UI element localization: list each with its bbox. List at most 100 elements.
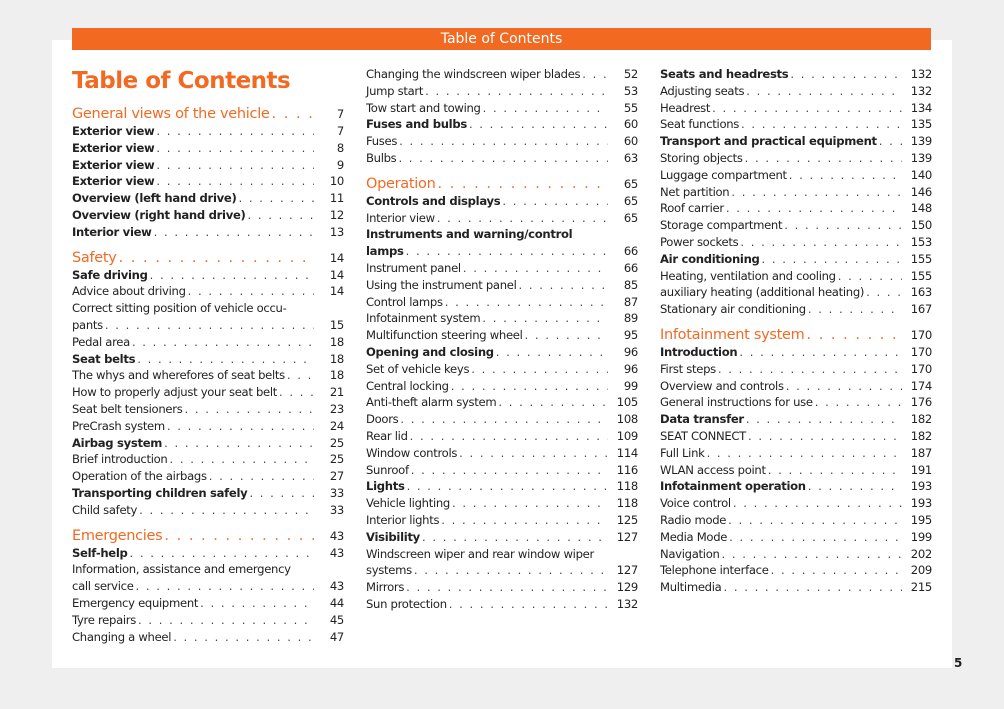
toc-entry[interactable]: Radio mode . . . . . . . . . . . . . . .… (660, 512, 932, 529)
toc-entry[interactable]: Telephone interface . . . . . . . . . . … (660, 562, 932, 579)
toc-entry[interactable]: First steps . . . . . . . . . . . . . . … (660, 361, 932, 378)
toc-section-heading[interactable]: Infotainment system . . . . . . . . . . … (660, 326, 932, 344)
toc-entry[interactable]: Window controls . . . . . . . . . . . . … (366, 445, 638, 462)
toc-entry[interactable]: Airbag system . . . . . . . . . . . . . … (72, 435, 344, 452)
toc-entry[interactable]: Child safety . . . . . . . . . . . . . .… (72, 502, 344, 519)
toc-entry[interactable]: Mirrors . . . . . . . . . . . . . . . . … (366, 579, 638, 596)
toc-entry[interactable]: Correct sitting position of vehicle occu… (72, 300, 344, 317)
toc-entry[interactable]: Exterior view . . . . . . . . . . . . . … (72, 173, 344, 190)
toc-entry[interactable]: Transport and practical equipment . . . … (660, 133, 932, 150)
toc-entry[interactable]: Exterior view . . . . . . . . . . . . . … (72, 157, 344, 174)
toc-entry[interactable]: Luggage compartment . . . . . . . . . . … (660, 167, 932, 184)
toc-entry[interactable]: Set of vehicle keys . . . . . . . . . . … (366, 361, 638, 378)
toc-entry[interactable]: Storage compartment . . . . . . . . . . … (660, 217, 932, 234)
toc-entry[interactable]: Information, assistance and emergency (72, 561, 344, 578)
toc-entry[interactable]: Media Mode . . . . . . . . . . . . . . .… (660, 529, 932, 546)
toc-entry[interactable]: Exterior view . . . . . . . . . . . . . … (72, 140, 344, 157)
toc-entry[interactable]: Stationary air conditioning . . . . . . … (660, 301, 932, 318)
toc-entry[interactable]: Sun protection . . . . . . . . . . . . .… (366, 596, 638, 613)
toc-entry[interactable]: Multifunction steering wheel . . . . . .… (366, 327, 638, 344)
toc-section-heading[interactable]: Safety . . . . . . . . . . . . . . . . .… (72, 249, 344, 267)
toc-entry[interactable]: Safe driving . . . . . . . . . . . . . .… (72, 267, 344, 284)
toc-entry[interactable]: Transporting children safely . . . . . .… (72, 485, 344, 502)
toc-entry[interactable]: Brief introduction . . . . . . . . . . .… (72, 451, 344, 468)
toc-entry[interactable]: Using the instrument panel . . . . . . .… (366, 277, 638, 294)
toc-entry[interactable]: Roof carrier . . . . . . . . . . . . . .… (660, 200, 932, 217)
toc-entry[interactable]: auxiliary heating (additional heating) .… (660, 284, 932, 301)
toc-page-number: 148 (910, 201, 933, 216)
toc-entry[interactable]: Tow start and towing . . . . . . . . . .… (366, 100, 638, 117)
toc-entry[interactable]: Data transfer . . . . . . . . . . . . . … (660, 411, 932, 428)
toc-entry[interactable]: Voice control . . . . . . . . . . . . . … (660, 495, 932, 512)
toc-entry-title: Instruments and warning/control (366, 227, 573, 242)
toc-entry[interactable]: Overview and controls . . . . . . . . . … (660, 378, 932, 395)
toc-entry[interactable]: Controls and displays . . . . . . . . . … (366, 193, 638, 210)
toc-entry[interactable]: Interior view . . . . . . . . . . . . . … (72, 224, 344, 241)
toc-entry[interactable]: Seats and headrests . . . . . . . . . . … (660, 66, 932, 83)
toc-entry[interactable]: How to properly adjust your seat belt . … (72, 384, 344, 401)
toc-entry[interactable]: Sunroof . . . . . . . . . . . . . . . . … (366, 462, 638, 479)
toc-section-heading[interactable]: Operation . . . . . . . . . . . . . . . … (366, 175, 638, 193)
toc-entry[interactable]: Navigation . . . . . . . . . . . . . . .… (660, 546, 932, 563)
toc-entry[interactable]: Doors . . . . . . . . . . . . . . . . . … (366, 411, 638, 428)
toc-entry[interactable]: Self-help . . . . . . . . . . . . . . . … (72, 545, 344, 562)
toc-entry[interactable]: Overview (right hand drive) . . . . . . … (72, 207, 344, 224)
toc-entry[interactable]: Storing objects . . . . . . . . . . . . … (660, 150, 932, 167)
toc-entry[interactable]: Seat belts . . . . . . . . . . . . . . .… (72, 351, 344, 368)
toc-entry[interactable]: The whys and wherefores of seat belts . … (72, 367, 344, 384)
toc-entry[interactable]: Full Link . . . . . . . . . . . . . . . … (660, 445, 932, 462)
toc-section-heading[interactable]: General views of the vehicle . . . . . .… (72, 105, 344, 123)
toc-entry[interactable]: Bulbs . . . . . . . . . . . . . . . . . … (366, 150, 638, 167)
toc-entry[interactable]: Lights . . . . . . . . . . . . . . . . .… (366, 478, 638, 495)
toc-entry[interactable]: Seat belt tensioners . . . . . . . . . .… (72, 401, 344, 418)
toc-entry[interactable]: lamps . . . . . . . . . . . . . . . . . … (366, 243, 638, 260)
toc-entry[interactable]: Fuses . . . . . . . . . . . . . . . . . … (366, 133, 638, 150)
toc-entry[interactable]: Overview (left hand drive) . . . . . . .… (72, 190, 344, 207)
toc-entry[interactable]: Operation of the airbags . . . . . . . .… (72, 468, 344, 485)
toc-entry[interactable]: pants . . . . . . . . . . . . . . . . . … (72, 317, 344, 334)
toc-entry[interactable]: General instructions for use . . . . . .… (660, 394, 932, 411)
toc-entry[interactable]: Fuses and bulbs . . . . . . . . . . . . … (366, 116, 638, 133)
toc-entry[interactable]: Emergency equipment . . . . . . . . . . … (72, 595, 344, 612)
toc-entry[interactable]: Tyre repairs . . . . . . . . . . . . . .… (72, 612, 344, 629)
toc-entry[interactable]: Changing the windscreen wiper blades . .… (366, 66, 638, 83)
toc-entry[interactable]: Net partition . . . . . . . . . . . . . … (660, 184, 932, 201)
toc-entry[interactable]: Multimedia . . . . . . . . . . . . . . .… (660, 579, 932, 596)
toc-entry[interactable]: Power sockets . . . . . . . . . . . . . … (660, 234, 932, 251)
dot-leader: . . . . . . . . . . . . . . . . . . . . … (139, 502, 314, 517)
toc-entry[interactable]: Seat functions . . . . . . . . . . . . .… (660, 116, 932, 133)
toc-entry[interactable]: Heating, ventilation and cooling . . . .… (660, 268, 932, 285)
dot-leader: . . . . . . . . . . . . . . . . . . . . … (398, 150, 608, 165)
toc-entry[interactable]: Infotainment system . . . . . . . . . . … (366, 310, 638, 327)
toc-entry[interactable]: Opening and closing . . . . . . . . . . … (366, 344, 638, 361)
toc-page-number: 116 (616, 462, 639, 477)
dot-leader: . . . . . . . . . . . . . . . . . . . . … (413, 563, 608, 578)
toc-entry[interactable]: Changing a wheel . . . . . . . . . . . .… (72, 629, 344, 646)
toc-entry[interactable]: Infotainment operation . . . . . . . . .… (660, 478, 932, 495)
toc-entry[interactable]: Central locking . . . . . . . . . . . . … (366, 378, 638, 395)
toc-entry[interactable]: Introduction . . . . . . . . . . . . . .… (660, 344, 932, 361)
toc-entry[interactable]: Adjusting seats . . . . . . . . . . . . … (660, 83, 932, 100)
toc-entry[interactable]: Control lamps . . . . . . . . . . . . . … (366, 294, 638, 311)
toc-entry[interactable]: Instrument panel . . . . . . . . . . . .… (366, 260, 638, 277)
toc-entry[interactable]: Air conditioning . . . . . . . . . . . .… (660, 251, 932, 268)
toc-entry[interactable]: Advice about driving . . . . . . . . . .… (72, 283, 344, 300)
toc-entry[interactable]: Pedal area . . . . . . . . . . . . . . .… (72, 334, 344, 351)
toc-entry[interactable]: Anti-theft alarm system . . . . . . . . … (366, 394, 638, 411)
toc-entry[interactable]: Interior view . . . . . . . . . . . . . … (366, 210, 638, 227)
toc-entry[interactable]: Rear lid . . . . . . . . . . . . . . . .… (366, 428, 638, 445)
toc-entry[interactable]: systems . . . . . . . . . . . . . . . . … (366, 562, 638, 579)
toc-entry[interactable]: Instruments and warning/control (366, 226, 638, 243)
toc-entry[interactable]: WLAN access point . . . . . . . . . . . … (660, 462, 932, 479)
toc-entry[interactable]: Vehicle lighting . . . . . . . . . . . .… (366, 495, 638, 512)
toc-entry[interactable]: PreCrash system . . . . . . . . . . . . … (72, 418, 344, 435)
toc-entry[interactable]: Visibility . . . . . . . . . . . . . . .… (366, 529, 638, 546)
toc-entry[interactable]: Exterior view . . . . . . . . . . . . . … (72, 123, 344, 140)
toc-entry[interactable]: Jump start . . . . . . . . . . . . . . .… (366, 83, 638, 100)
toc-section-heading[interactable]: Emergencies . . . . . . . . . . . . . . … (72, 527, 344, 545)
toc-entry[interactable]: Windscreen wiper and rear window wiper (366, 546, 638, 563)
toc-entry[interactable]: Headrest . . . . . . . . . . . . . . . .… (660, 100, 932, 117)
toc-entry[interactable]: Interior lights . . . . . . . . . . . . … (366, 512, 638, 529)
toc-entry[interactable]: call service . . . . . . . . . . . . . .… (72, 578, 344, 595)
toc-entry[interactable]: SEAT CONNECT . . . . . . . . . . . . . .… (660, 428, 932, 445)
